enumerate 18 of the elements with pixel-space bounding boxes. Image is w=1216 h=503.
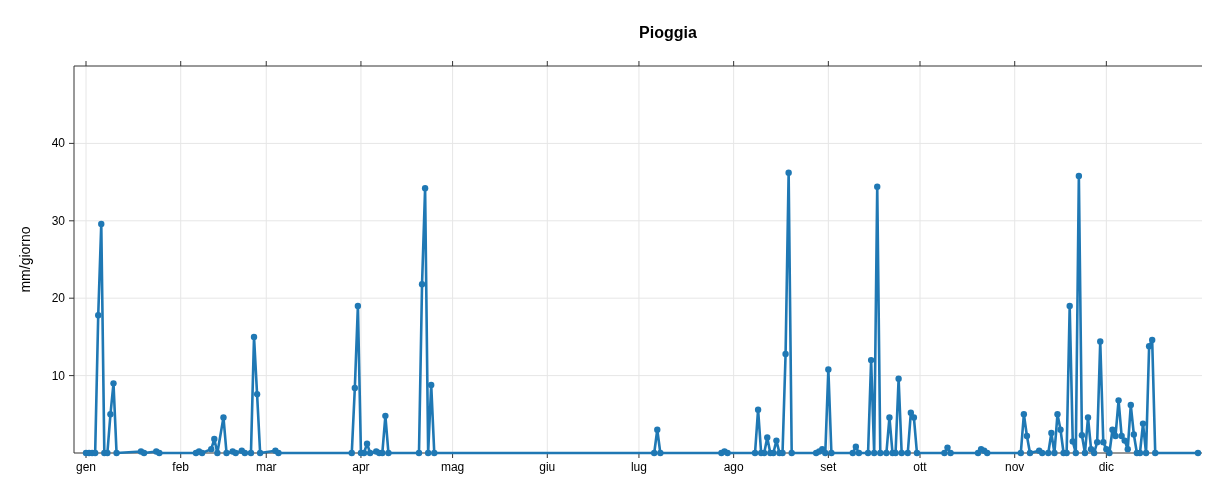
x-tick-label: dic [1098, 460, 1115, 474]
chart-title: Pioggia [639, 24, 697, 41]
x-tick-label: lug [630, 460, 647, 474]
y-tick-label: 20 [51, 291, 66, 306]
x-tick-label: gen [75, 460, 97, 474]
y-tick-label: 30 [51, 213, 66, 228]
x-tick-label: apr [352, 460, 370, 474]
y-axis-title: mm/giorno [17, 226, 33, 293]
x-tick-label: feb [172, 460, 190, 474]
x-tick-label: mag [440, 460, 465, 474]
x-tick-label: mar [255, 460, 277, 474]
y-tick-label: 40 [51, 136, 66, 151]
x-tick-label: set [820, 460, 838, 474]
x-tick-label: ago [723, 460, 744, 474]
x-tick-label: ott [913, 460, 928, 474]
x-tick-label: nov [1005, 460, 1025, 474]
x-tick-label: giu [539, 460, 556, 474]
y-tick-label: 10 [51, 368, 66, 383]
